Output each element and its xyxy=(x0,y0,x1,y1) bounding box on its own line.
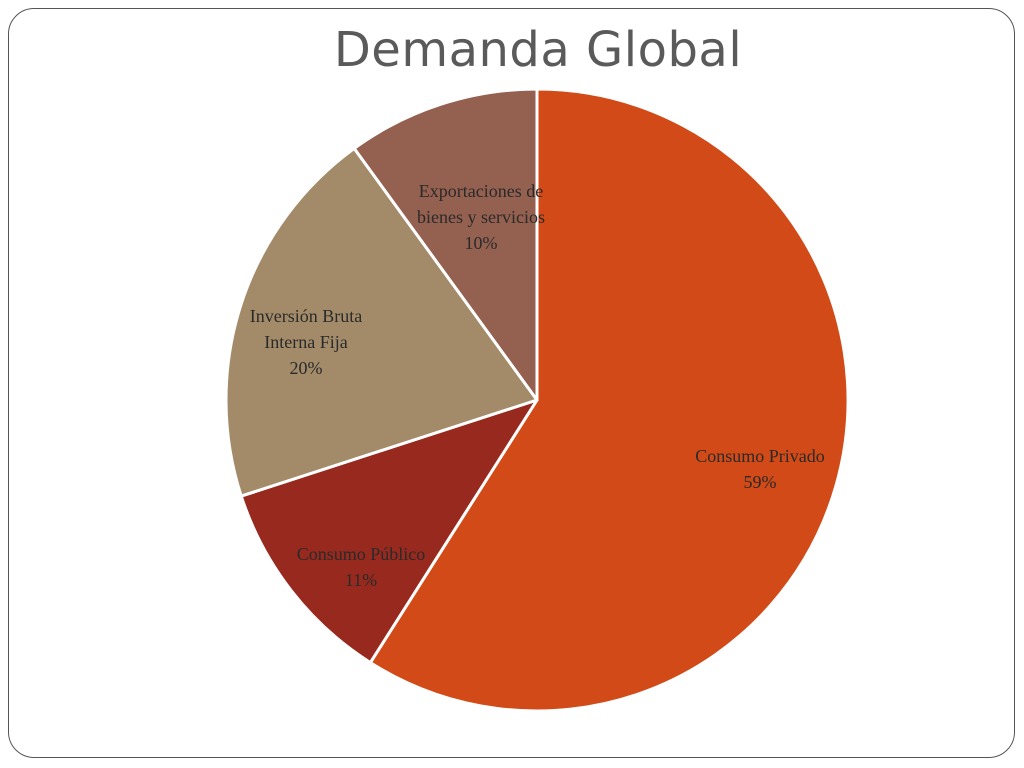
slice-category-label: Consumo Público xyxy=(297,544,426,564)
slice-category-label: Interna Fija xyxy=(264,332,347,352)
slice-category-label: Exportaciones de xyxy=(419,181,543,201)
slice-label-0: Consumo Privado 59% xyxy=(695,446,825,492)
pie-slice-3 xyxy=(352,87,539,402)
slice-category-label: Consumo Privado xyxy=(695,446,825,466)
slice-value-label: 20% xyxy=(290,358,323,378)
pie-slice-1 xyxy=(239,398,539,665)
slice-category-label: bienes y servicios xyxy=(417,207,545,227)
chart-title: Demanda Global xyxy=(333,22,743,78)
slice-value-label: 10% xyxy=(465,233,498,253)
slice-label-1: Consumo Público 11% xyxy=(297,544,426,590)
slice-category-label: Inversión Bruta xyxy=(250,306,362,326)
slice-value-label: 59% xyxy=(744,472,777,492)
pie-slice-2 xyxy=(224,146,539,498)
slice-label-3: Exportaciones de bienes y servicios 10% xyxy=(417,181,545,253)
pie-slice-0 xyxy=(368,87,850,713)
slice-value-label: 11% xyxy=(345,570,377,590)
slice-label-2: Inversión Bruta Interna Fija 20% xyxy=(250,306,362,378)
